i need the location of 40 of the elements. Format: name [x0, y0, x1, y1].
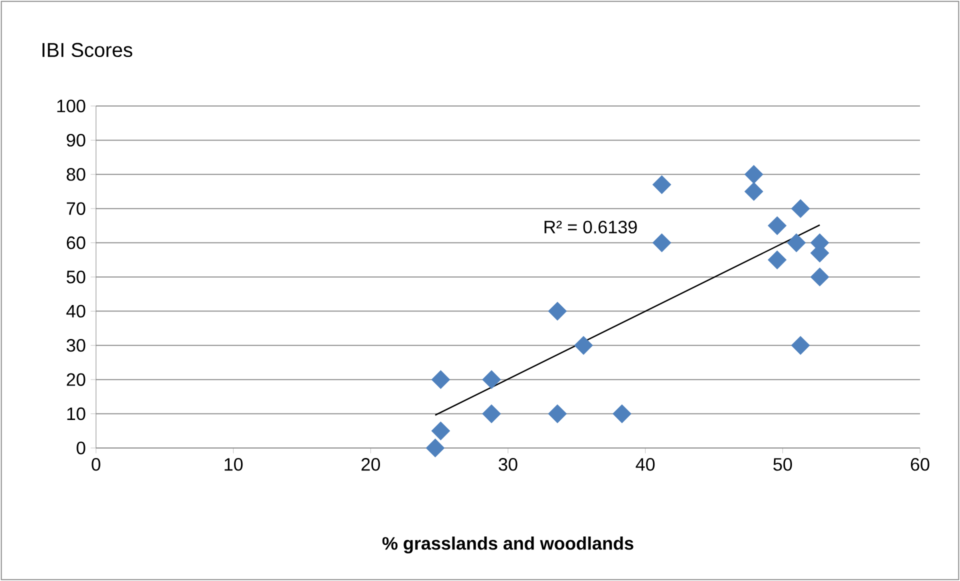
- x-tick-label: 50: [773, 458, 792, 471]
- point: [482, 404, 501, 424]
- point: [787, 233, 806, 252]
- y-tick-label: 40: [66, 304, 86, 318]
- y-tick-label: 80: [66, 168, 86, 181]
- y-tick-label: 10: [67, 407, 86, 420]
- y-tick-label: 100: [57, 100, 86, 112]
- point: [652, 233, 672, 252]
- point: [791, 336, 810, 355]
- point: [810, 268, 830, 286]
- x-tick-label: 0: [92, 458, 100, 471]
- point: [548, 404, 567, 424]
- point: [744, 165, 764, 184]
- x-tick-label: 10: [224, 458, 243, 471]
- y-tick-label: 50: [66, 270, 86, 284]
- annotation: R² = 0.6139: [544, 220, 637, 234]
- x-tick-label: 30: [498, 458, 518, 471]
- point: [612, 404, 632, 424]
- y-tick-label: 90: [66, 134, 86, 147]
- point: [482, 370, 501, 389]
- point: [768, 216, 786, 236]
- point: [431, 422, 450, 440]
- point: [652, 175, 672, 194]
- point: [426, 438, 445, 458]
- x-tick-label: 60: [910, 458, 930, 471]
- y-tick-label: 60: [66, 236, 86, 250]
- point: [791, 199, 810, 218]
- y-tick-label: 70: [66, 202, 86, 215]
- point: [548, 302, 567, 321]
- x-axis-title: % grasslands and woodlands: [382, 536, 634, 554]
- y-tick-label: 0: [76, 442, 86, 454]
- point: [768, 250, 786, 270]
- point: [744, 182, 764, 201]
- x-tick-label: 20: [362, 458, 380, 471]
- y-axis-title: IBI Scores: [42, 42, 132, 58]
- point: [431, 370, 450, 389]
- x-tick-label: 40: [636, 458, 655, 471]
- y-tick-label: 20: [66, 373, 86, 386]
- y-tick-label: 30: [66, 339, 86, 352]
- point: [574, 336, 593, 355]
